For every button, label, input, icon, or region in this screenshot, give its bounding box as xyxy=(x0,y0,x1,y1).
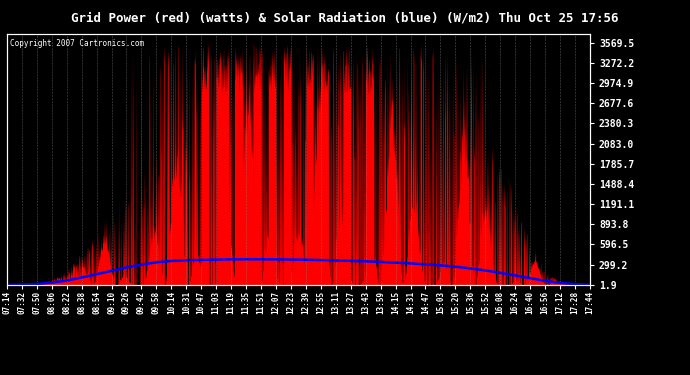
Text: Copyright 2007 Cartronics.com: Copyright 2007 Cartronics.com xyxy=(10,39,144,48)
Text: Grid Power (red) (watts) & Solar Radiation (blue) (W/m2) Thu Oct 25 17:56: Grid Power (red) (watts) & Solar Radiati… xyxy=(71,11,619,24)
